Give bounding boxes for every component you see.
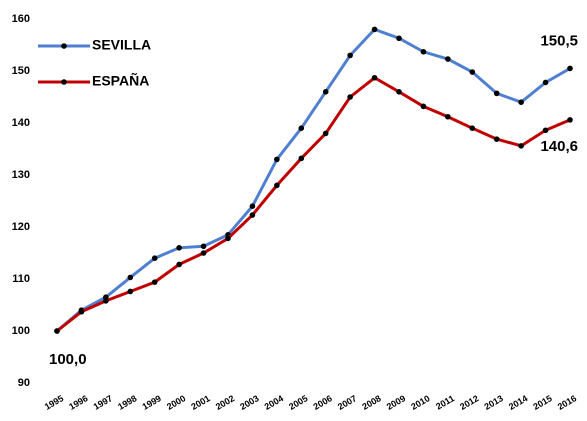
legend-label: ESPAÑA <box>92 72 149 89</box>
data-label: 150,5 <box>540 32 578 49</box>
series-line <box>56 75 571 333</box>
data-point <box>103 298 109 304</box>
data-point <box>469 125 476 131</box>
y-tick-label: 130 <box>12 169 30 181</box>
data-point <box>445 113 451 120</box>
x-tick-label: 2003 <box>238 393 260 412</box>
x-tick-label: 2016 <box>556 393 578 412</box>
x-tick-label: 1998 <box>116 393 138 412</box>
data-point <box>371 74 378 81</box>
x-tick-label: 2014 <box>507 393 529 412</box>
data-point <box>78 308 85 315</box>
legend-label: SEVILLA <box>92 37 151 53</box>
data-point <box>445 56 451 62</box>
data-point <box>127 288 134 295</box>
data-point <box>542 127 549 134</box>
x-tick-label: 1999 <box>141 393 163 412</box>
data-point <box>518 99 524 105</box>
x-tick-label: 2008 <box>360 393 382 412</box>
data-point <box>567 65 573 72</box>
x-tick-label: 2012 <box>458 393 480 412</box>
data-point <box>396 89 402 95</box>
data-point <box>274 156 280 163</box>
x-tick-label: 2007 <box>336 393 358 412</box>
data-point <box>249 212 256 218</box>
data-point <box>200 250 207 256</box>
y-tick-label: 120 <box>12 221 30 233</box>
data-point <box>347 52 353 59</box>
data-point <box>396 35 402 42</box>
data-point <box>176 245 182 251</box>
data-point <box>176 261 182 268</box>
data-point <box>420 103 427 110</box>
series-line <box>56 27 571 333</box>
x-tick-label: 2010 <box>409 393 431 412</box>
data-label: 140,6 <box>540 138 578 155</box>
data-point <box>298 155 305 162</box>
data-point <box>249 203 256 209</box>
data-point <box>274 182 280 189</box>
data-point <box>371 26 378 33</box>
data-point <box>151 279 158 285</box>
x-tick-label: 2006 <box>312 393 334 412</box>
data-point <box>469 69 476 75</box>
data-point <box>420 48 427 55</box>
x-tick-label: 2009 <box>385 393 407 412</box>
x-tick-label: 2013 <box>483 393 505 412</box>
data-point <box>518 143 524 149</box>
y-tick-label: 150 <box>12 65 30 77</box>
x-tick-label: 2001 <box>189 393 211 412</box>
data-point <box>347 94 353 100</box>
data-point <box>542 79 549 86</box>
legend-marker <box>61 79 67 85</box>
data-point <box>127 274 134 281</box>
y-tick-label: 110 <box>12 273 30 285</box>
x-tick-label: 2004 <box>263 393 285 412</box>
x-tick-label: 2005 <box>287 393 309 412</box>
data-point <box>322 89 329 95</box>
y-tick-label: 90 <box>18 377 30 389</box>
data-point <box>567 117 573 123</box>
legend-marker <box>61 43 67 49</box>
x-tick-label: 1995 <box>43 393 65 412</box>
data-point <box>225 235 231 242</box>
x-tick-label: 2000 <box>165 393 187 412</box>
y-tick-label: 100 <box>12 325 30 337</box>
data-point <box>322 130 329 137</box>
x-tick-label: 1997 <box>92 393 114 412</box>
data-point <box>151 255 158 261</box>
x-tick-label: 2015 <box>531 393 553 412</box>
data-point <box>493 136 500 142</box>
data-point <box>298 125 305 131</box>
y-tick-label: 140 <box>12 117 30 129</box>
data-label: 100,0 <box>49 351 87 368</box>
y-tick-label: 160 <box>12 13 30 25</box>
x-tick-label: 2011 <box>434 393 456 411</box>
data-point <box>54 328 60 334</box>
x-tick-label: 2002 <box>214 393 236 412</box>
data-point <box>493 90 500 97</box>
x-tick-label: 1996 <box>67 393 89 412</box>
data-point <box>200 243 207 250</box>
